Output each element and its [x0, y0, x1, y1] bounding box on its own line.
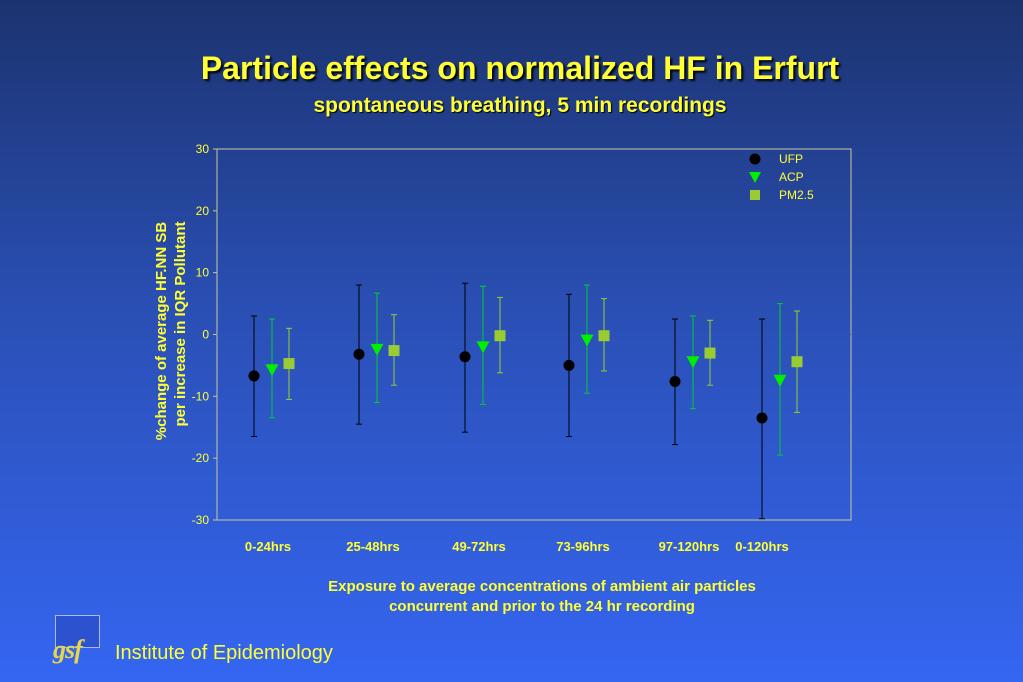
y-tick-label: -30 — [192, 513, 210, 527]
y-tick-label: -10 — [192, 389, 210, 403]
y-tick-label: 10 — [196, 266, 210, 280]
data-point-ufp — [248, 370, 260, 382]
data-point-acp — [773, 374, 787, 387]
legend-marker-pm25 — [750, 190, 760, 200]
data-point-pm25 — [494, 330, 506, 342]
legend-label: PM2.5 — [779, 188, 814, 202]
y-axis: 30 20 10 0 -10 -20 -30 — [192, 142, 217, 527]
x-tick-label: 49-72hrs — [452, 539, 505, 554]
legend-marker-ufp — [749, 153, 761, 165]
y-tick-label: 0 — [202, 328, 209, 342]
x-tick-label: 97-120hrs — [659, 539, 720, 554]
x-tick-label: 25-48hrs — [346, 539, 399, 554]
x-tick-label: 0-24hrs — [245, 539, 291, 554]
y-axis-label-line1: %change of average HF.NN SB — [153, 222, 170, 441]
data-point-ufp — [459, 351, 471, 363]
x-tick-label: 0-120hrs — [735, 539, 788, 554]
page-title: Particle effects on normalized HF in Erf… — [200, 50, 840, 86]
data-marks — [248, 282, 803, 520]
data-point-pm25 — [791, 356, 803, 368]
legend-label: ACP — [779, 170, 804, 184]
data-point-ufp — [353, 348, 365, 360]
y-tick-label: -20 — [192, 451, 210, 465]
caption-line-1: Exposure to average concentrations of am… — [328, 578, 756, 595]
page-subtitle: spontaneous breathing, 5 min recordings — [313, 94, 727, 117]
data-point-ufp — [563, 359, 575, 371]
institute-name: Institute of Epidemiology — [115, 642, 333, 664]
data-point-acp — [265, 364, 279, 377]
data-point-pm25 — [704, 347, 716, 359]
legend: UFP ACP PM2.5 — [749, 152, 814, 202]
y-tick-label: 20 — [196, 204, 210, 218]
x-axis-labels: 0-24hrs 25-48hrs 49-72hrs 73-96hrs 97-120hrs… — [245, 539, 789, 554]
y-axis-label-line2: per increase in IQR Pollutant — [172, 221, 189, 426]
x-tick-label: 73-96hrs — [556, 539, 609, 554]
logo-box — [55, 615, 100, 648]
data-point-acp — [476, 341, 490, 354]
data-point-ufp — [669, 375, 681, 387]
data-point-acp — [686, 356, 700, 369]
x-axis-caption: Exposure to average concentrations of am… — [242, 577, 842, 617]
legend-label: UFP — [779, 152, 803, 166]
data-point-acp — [580, 334, 594, 347]
data-point-pm25 — [388, 345, 400, 357]
data-point-pm25 — [283, 358, 295, 370]
gsf-logo: gsf — [53, 615, 100, 667]
y-tick-label: 30 — [196, 142, 210, 156]
logo-text: gsf — [53, 635, 83, 664]
data-point-acp — [370, 343, 384, 356]
caption-line-2: concurrent and prior to the 24 hr record… — [389, 598, 695, 615]
data-point-pm25 — [598, 330, 610, 342]
data-point-ufp — [756, 412, 768, 424]
legend-marker-acp — [749, 172, 761, 183]
